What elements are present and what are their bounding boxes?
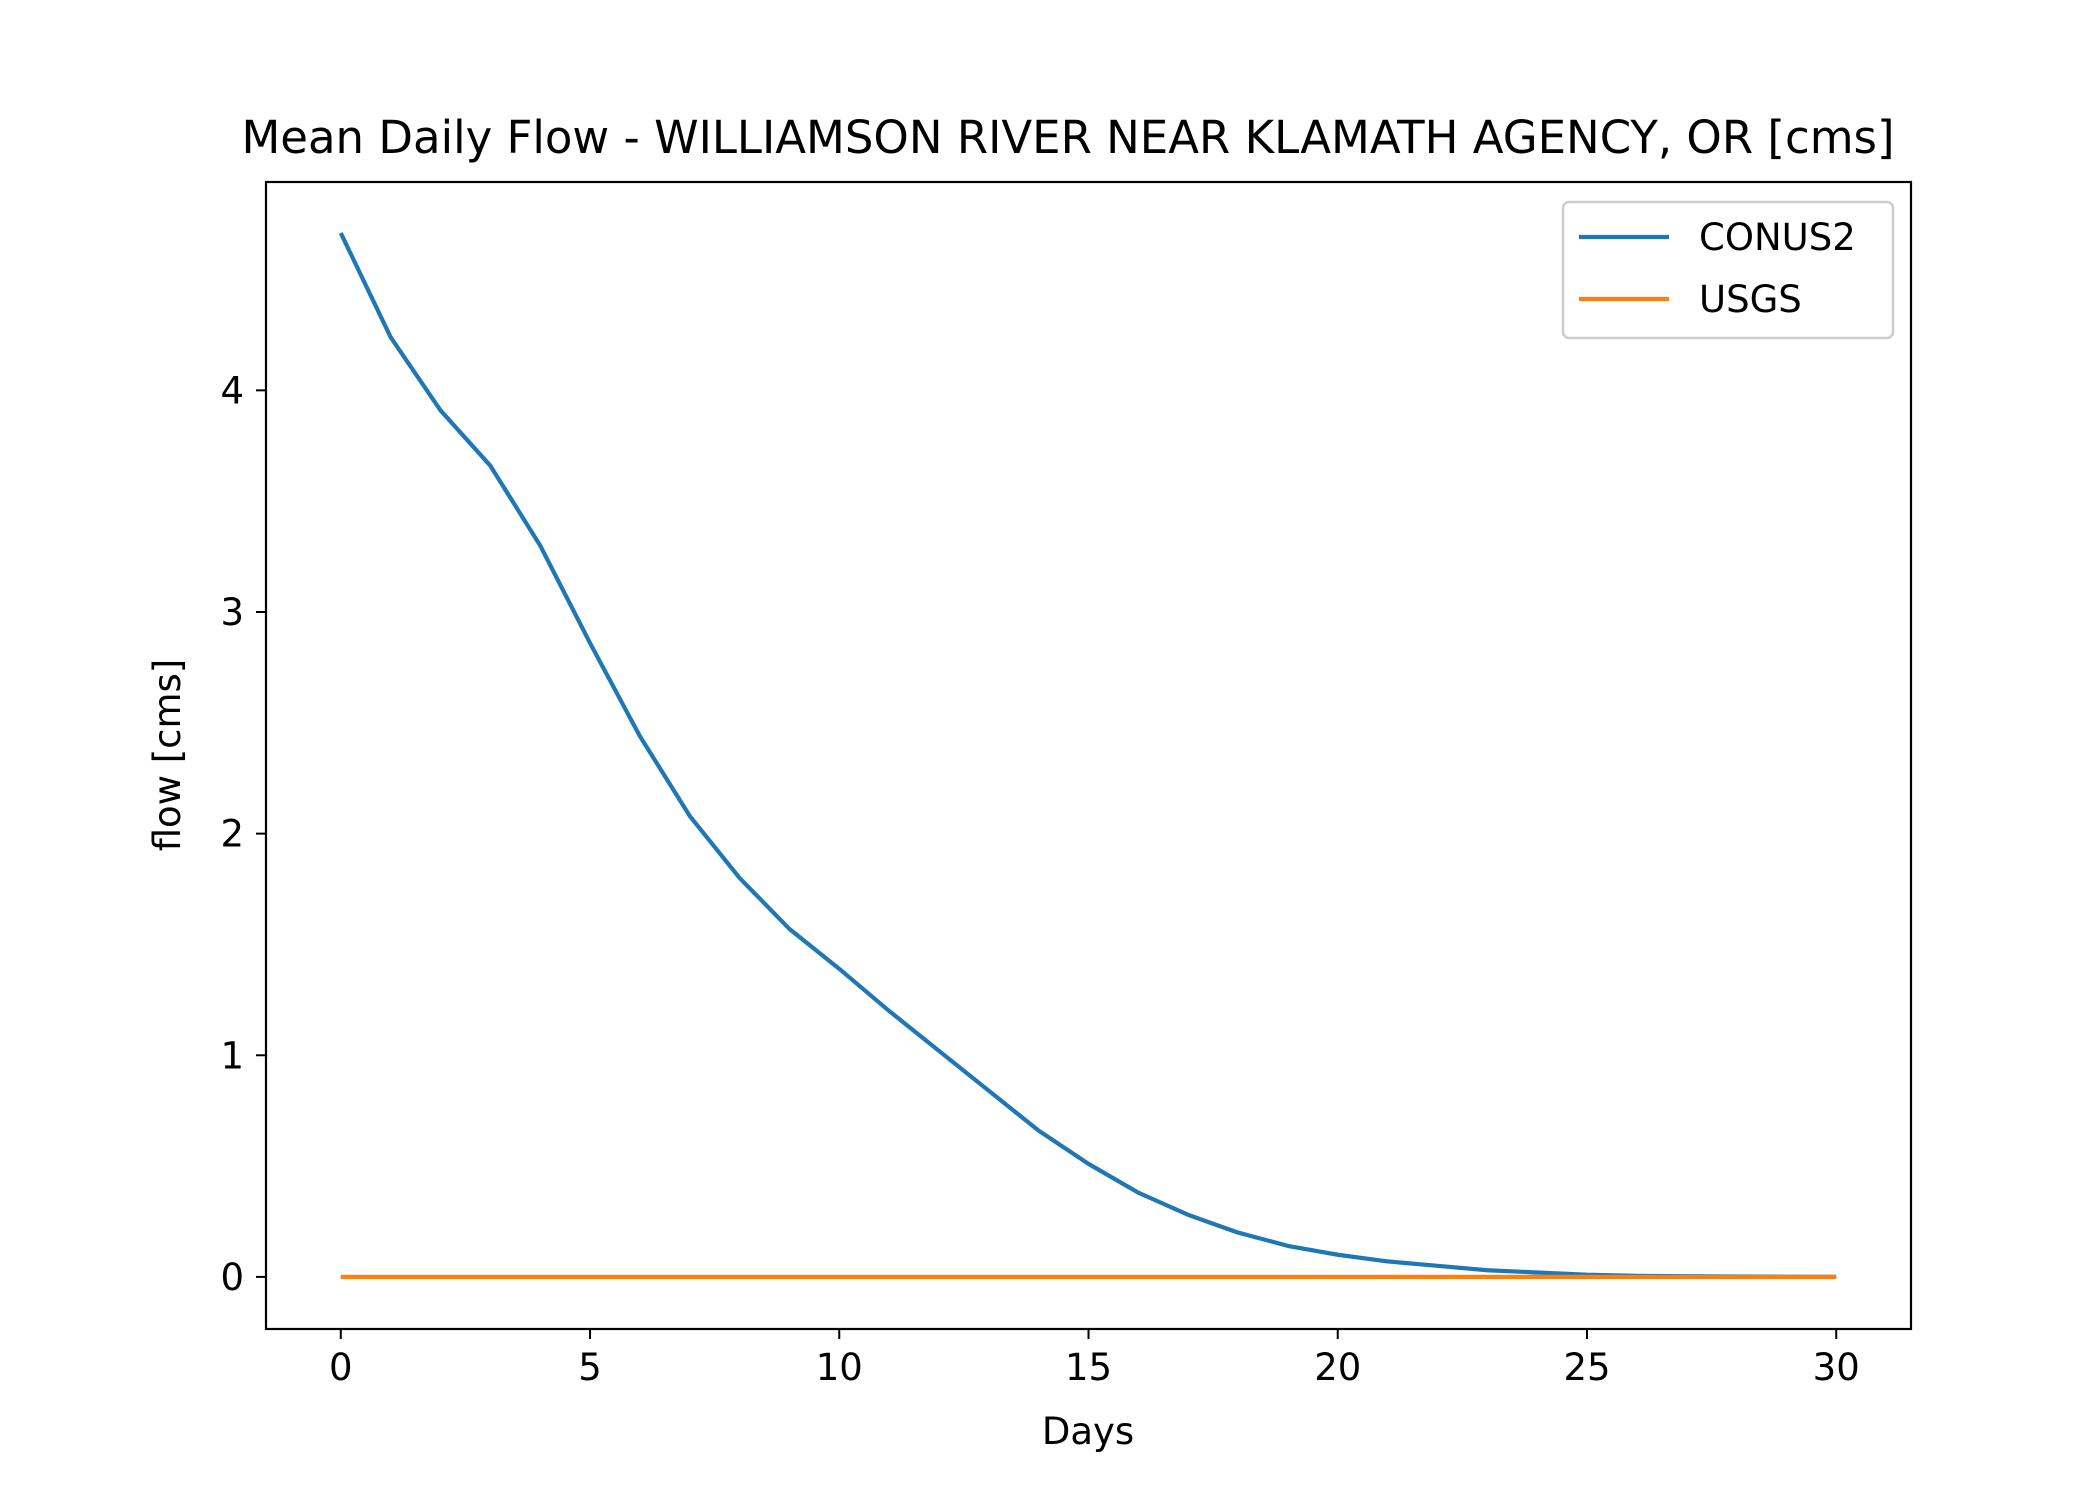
y-tick-label: 2: [220, 813, 244, 856]
legend-label-conus2: CONUS2: [1699, 216, 1856, 259]
legend: CONUS2 USGS: [1561, 200, 1895, 340]
x-tick-label: 0: [329, 1346, 353, 1389]
y-tick-label: 0: [220, 1256, 244, 1299]
legend-label-usgs: USGS: [1699, 278, 1802, 321]
y-axis-label: flow [cms]: [146, 659, 189, 852]
x-tick-label: 10: [816, 1346, 863, 1389]
y-tick-label: 4: [220, 369, 244, 412]
y-tick-label: 3: [220, 591, 244, 634]
y-axis: 0 1 2 3 4: [220, 369, 266, 1299]
series-layer: [338, 232, 1837, 1280]
x-tick-label: 20: [1314, 1346, 1361, 1389]
series-line-conus2: [338, 232, 1837, 1280]
x-axis-label: Days: [1042, 1410, 1134, 1453]
x-tick-label: 15: [1065, 1346, 1112, 1389]
y-tick-label: 1: [220, 1034, 244, 1077]
x-axis: 0 5 10 15 20 25 30: [329, 1329, 1860, 1389]
chart-title: Mean Daily Flow - WILLIAMSON RIVER NEAR …: [241, 111, 1894, 164]
x-tick-label: 5: [578, 1346, 602, 1389]
x-tick-label: 25: [1563, 1346, 1610, 1389]
x-tick-label: 30: [1813, 1346, 1860, 1389]
